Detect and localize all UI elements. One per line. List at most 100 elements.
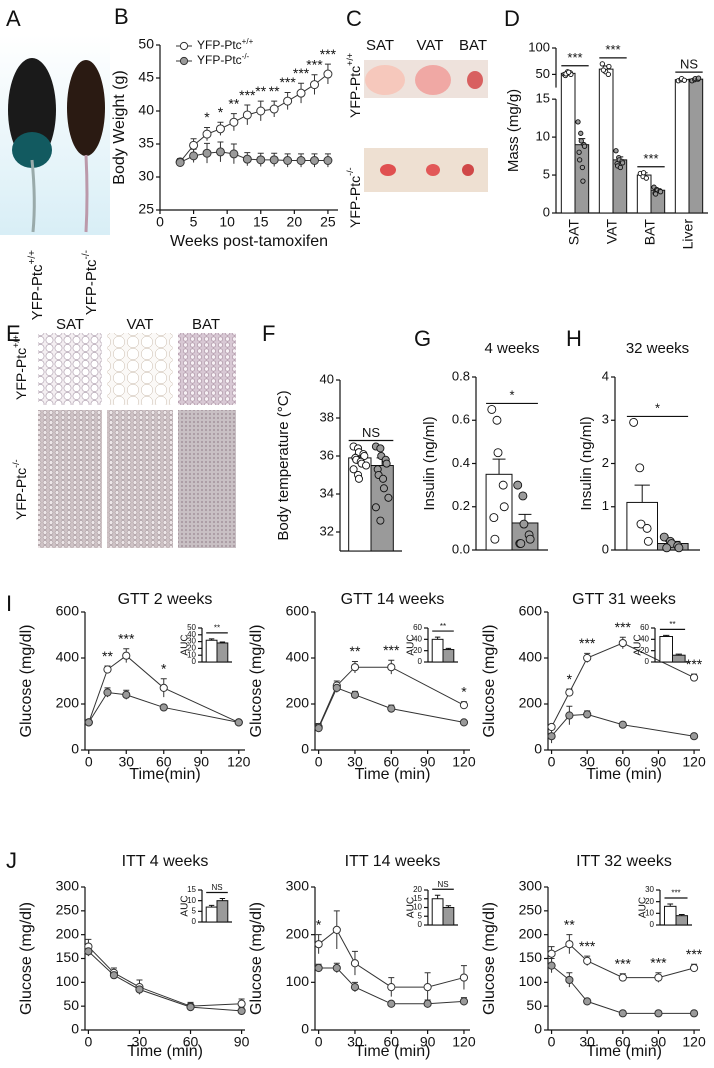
legend-text: YFP-Ptc <box>197 53 242 67</box>
histology <box>38 333 102 405</box>
data-point <box>229 117 239 127</box>
data-point <box>186 1003 195 1012</box>
data-point <box>175 157 185 167</box>
significance-label: NS <box>211 883 222 892</box>
x-tick-label: 120 <box>682 1034 706 1050</box>
y-tick-label: 20 <box>413 885 422 894</box>
y-tick-label: 10 <box>187 896 196 905</box>
bar <box>442 649 455 663</box>
data-point <box>618 1009 627 1018</box>
data-point <box>519 519 529 529</box>
y-tick-label: 0 <box>602 541 609 556</box>
chart-title: ITT 14 weeks <box>345 853 441 870</box>
x-tick-label: 0 <box>315 1034 323 1050</box>
data-point <box>387 663 396 672</box>
y-tick-label: 50 <box>526 997 542 1013</box>
data-point <box>332 683 341 693</box>
bar <box>598 68 614 214</box>
row-label: YFP-Ptc-/- <box>81 250 100 315</box>
histology <box>107 410 173 548</box>
y-axis-label: Insulin (ng/ml) <box>578 416 595 510</box>
x-tick-label: 30 <box>132 1034 148 1050</box>
bar <box>659 636 674 663</box>
y-tick-label: 10 <box>413 903 422 912</box>
y-tick-label: 0 <box>71 741 79 757</box>
y-axis-label: AUC <box>406 634 417 655</box>
data-point <box>242 154 252 164</box>
panel-letter: B <box>114 4 129 29</box>
significance-label: ** <box>228 95 239 111</box>
bar <box>674 79 690 214</box>
error-bar <box>219 898 226 901</box>
y-tick-label: 32 <box>320 523 334 538</box>
x-axis-label: Time (min) <box>586 766 662 783</box>
data-point <box>635 463 645 473</box>
row-label: YFP-Ptc+/+ <box>11 335 28 400</box>
data-point <box>581 143 588 149</box>
data-point <box>84 947 93 956</box>
data-point <box>565 688 574 697</box>
y-tick-label: 2 <box>602 455 609 470</box>
y-tick-label: 40 <box>413 634 422 643</box>
data-point <box>654 1009 663 1018</box>
bar <box>672 654 686 663</box>
y-tick-label: 400 <box>286 649 310 665</box>
significance-label: * <box>161 660 167 676</box>
significance-label: *** <box>650 955 667 971</box>
bar <box>636 174 652 214</box>
data-point <box>332 925 341 935</box>
x-tick-label: 90 <box>193 754 209 770</box>
data-point <box>565 975 574 985</box>
y-tick-label: 15 <box>187 885 196 894</box>
significance-label: *** <box>579 635 596 651</box>
y-tick-label: 40 <box>187 630 196 639</box>
row-label: YFP-Ptc+/+ <box>27 250 46 320</box>
y-tick-label: 40 <box>640 634 649 643</box>
x-axis-label: Time (min) <box>586 1043 662 1060</box>
x-tick-label: 15 <box>253 214 269 230</box>
data-point <box>492 415 502 425</box>
data-point <box>605 71 611 78</box>
significance-label: *** <box>279 74 296 90</box>
bar <box>216 900 229 923</box>
error-bar <box>634 484 650 503</box>
y-axis-label: Glucose (mg/dl) <box>481 625 498 738</box>
y-tick-label: 200 <box>286 695 310 711</box>
data-point <box>189 151 199 161</box>
data-point <box>109 971 119 980</box>
y-tick-label: 300 <box>56 878 80 894</box>
tissue <box>426 164 440 176</box>
data-point <box>606 63 612 70</box>
y-tick-label: 0.4 <box>452 455 470 470</box>
y-tick-label: 20 <box>413 646 422 655</box>
error-bar <box>208 904 215 908</box>
data-point <box>229 149 239 159</box>
significance-label: *** <box>118 631 135 647</box>
data-point <box>643 175 649 181</box>
data-point <box>362 461 371 470</box>
significance-label: * <box>655 401 660 416</box>
y-axis-label: Glucose (mg/dl) <box>248 902 265 1015</box>
significance-label: *** <box>383 642 400 658</box>
data-point <box>498 480 508 490</box>
label-sup: +/+ <box>11 335 21 348</box>
x-axis-label: Time (min) <box>355 766 431 783</box>
mouse <box>67 60 105 156</box>
significance-label: *** <box>671 889 680 898</box>
significance-label: * <box>218 104 224 120</box>
data-point <box>580 178 586 184</box>
error-bar <box>434 894 441 899</box>
significance-label: * <box>316 916 322 932</box>
data-point <box>583 710 592 719</box>
data-point <box>256 155 266 165</box>
x-axis-label: Time (min) <box>355 1043 431 1060</box>
data-point <box>296 156 306 165</box>
y-tick-label: 600 <box>56 603 80 619</box>
y-axis-label: AUC <box>406 897 417 918</box>
y-axis-label: AUC <box>633 634 644 655</box>
data-point <box>565 940 574 949</box>
legend-text: YFP-Ptc <box>197 38 242 52</box>
label-text: YFP-Ptc <box>83 259 100 315</box>
data-point <box>379 484 388 493</box>
